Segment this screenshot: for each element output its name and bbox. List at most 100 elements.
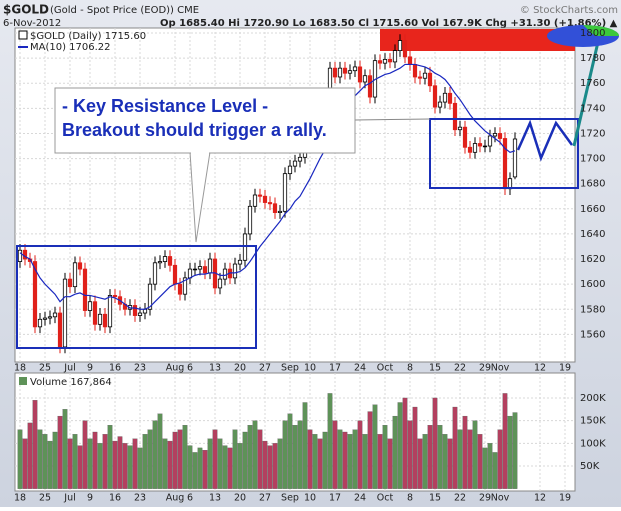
candle-body bbox=[297, 156, 303, 162]
volume-bar bbox=[47, 440, 53, 489]
projection-arrow bbox=[572, 41, 600, 147]
y-tick-label: 1780 bbox=[580, 53, 605, 64]
volume-bar bbox=[427, 425, 433, 489]
y-tick-label: 1760 bbox=[580, 78, 605, 89]
x-tick-label: 9 bbox=[87, 493, 93, 504]
candle-body bbox=[52, 312, 58, 318]
candle-body bbox=[92, 301, 98, 325]
candle-body bbox=[247, 205, 253, 235]
candle-body bbox=[237, 259, 243, 265]
candle-body bbox=[137, 312, 143, 316]
candle-body bbox=[32, 261, 38, 328]
candle-body bbox=[392, 50, 398, 63]
candle-body bbox=[147, 283, 153, 310]
candle-body bbox=[367, 75, 373, 98]
volume-bar bbox=[227, 447, 233, 489]
candle-body bbox=[102, 313, 108, 328]
x-tick-label: Jul bbox=[63, 363, 75, 374]
volume-bar bbox=[432, 397, 438, 489]
candle-body bbox=[107, 295, 113, 328]
volume-bar bbox=[507, 415, 513, 489]
volume-bar bbox=[167, 440, 173, 489]
x-tick-label: 25 bbox=[39, 493, 51, 504]
volume-bar bbox=[212, 429, 218, 489]
volume-bar bbox=[322, 431, 328, 489]
volume-bar bbox=[417, 438, 423, 489]
target-ellipse-accent bbox=[583, 25, 619, 36]
candle-body bbox=[362, 75, 368, 83]
x-tick-label: 6 bbox=[187, 493, 193, 504]
x-tick-label: 27 bbox=[259, 493, 271, 504]
annotation-line: Breakout should trigger a rally. bbox=[62, 120, 327, 140]
volume-bar bbox=[277, 438, 283, 489]
volume-bar bbox=[152, 420, 158, 489]
candle-body bbox=[352, 66, 358, 72]
candle-body bbox=[277, 210, 283, 213]
volume-bar bbox=[42, 434, 48, 489]
candle-body bbox=[87, 301, 93, 311]
y-tick-label: 1800 bbox=[580, 28, 605, 39]
candle-body bbox=[472, 143, 478, 153]
x-tick-label: 10 bbox=[304, 493, 316, 504]
x-tick-label: Oct bbox=[377, 363, 394, 374]
volume-bar bbox=[192, 452, 198, 489]
volume-bar bbox=[272, 443, 278, 489]
y-tick-label: 1580 bbox=[580, 304, 605, 315]
volume-bar bbox=[332, 420, 338, 489]
volume-bar bbox=[307, 429, 313, 489]
candle-body bbox=[257, 194, 263, 197]
candle-body bbox=[377, 60, 383, 64]
volume-bar bbox=[457, 429, 463, 489]
volume-bar bbox=[367, 411, 373, 489]
candle-body bbox=[192, 268, 198, 271]
y-tick-label: 1620 bbox=[580, 254, 605, 265]
candle-body bbox=[482, 145, 488, 148]
ma-legend: MA(10) 1706.22 bbox=[30, 42, 111, 53]
y-tick-label: 1740 bbox=[580, 103, 605, 114]
volume-bar bbox=[107, 425, 113, 489]
candle-body bbox=[502, 138, 508, 190]
candle-body bbox=[447, 92, 453, 104]
volume-bar bbox=[237, 443, 243, 489]
candle-body bbox=[467, 146, 473, 153]
volume-bar bbox=[342, 431, 348, 489]
volume-bar bbox=[337, 429, 343, 489]
candle-body bbox=[417, 76, 423, 79]
volume-bar bbox=[92, 431, 98, 489]
x-tick-label: 13 bbox=[209, 363, 221, 374]
candle-body bbox=[42, 317, 48, 320]
volume-bar bbox=[252, 420, 258, 489]
x-tick-label: 25 bbox=[39, 363, 51, 374]
x-tick-label: 27 bbox=[259, 363, 271, 374]
volume-tick-label: 150K bbox=[580, 416, 606, 427]
volume-bar bbox=[467, 429, 473, 489]
volume-bar bbox=[412, 406, 418, 489]
candle-body bbox=[432, 85, 438, 108]
volume-bar bbox=[32, 400, 38, 489]
volume-bar bbox=[422, 434, 428, 489]
candle-body bbox=[452, 102, 458, 131]
target-box bbox=[429, 118, 579, 189]
callout-line bbox=[354, 118, 431, 121]
volume-tick-label: 200K bbox=[580, 393, 606, 404]
callout-box bbox=[54, 87, 356, 154]
candle-body bbox=[512, 138, 518, 178]
volume-bar bbox=[297, 420, 303, 489]
x-tick-label: Aug bbox=[166, 493, 185, 504]
x-tick-label: 6 bbox=[187, 363, 193, 374]
volume-bar bbox=[52, 431, 58, 489]
x-tick-label: 24 bbox=[354, 493, 366, 504]
volume-bar bbox=[77, 445, 83, 489]
x-tick-label: 16 bbox=[109, 493, 121, 504]
volume-legend: Volume 167,864 bbox=[30, 377, 112, 388]
candle-body bbox=[202, 266, 208, 274]
candle-body bbox=[262, 195, 268, 203]
volume-bar bbox=[357, 420, 363, 489]
candle-body bbox=[197, 266, 203, 270]
x-tick-label: 20 bbox=[234, 493, 246, 504]
range-box bbox=[16, 245, 257, 349]
candle-body bbox=[357, 66, 363, 83]
volume-bar bbox=[217, 438, 223, 489]
candle-body bbox=[402, 40, 408, 58]
